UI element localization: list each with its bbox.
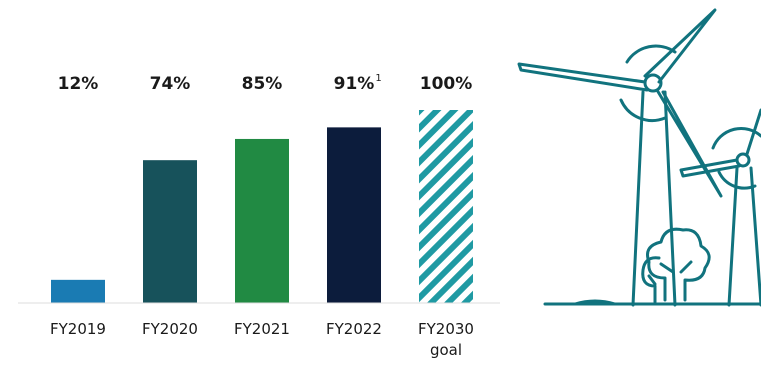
category-label: FY2019	[50, 320, 106, 338]
bar-fy2022	[327, 127, 381, 304]
value-label: 100%	[420, 74, 473, 94]
bar-fy2021	[235, 138, 289, 303]
wind-turbines-icon	[517, 8, 761, 307]
category-label: FY2022	[326, 320, 382, 338]
bar-fy2020	[143, 160, 197, 303]
bar-fy2030	[419, 110, 473, 303]
bar-chart: 12% FY2019 74% FY2020 85% FY2021 91% 1 FY2022 100…	[18, 73, 500, 359]
category-label: FY2021	[234, 320, 290, 338]
category-label: FY2030	[418, 320, 474, 338]
category-sublabel: goal	[430, 341, 462, 359]
value-label: 85%	[242, 74, 283, 94]
footnote-marker: 1	[375, 73, 381, 84]
category-label: FY2020	[142, 320, 198, 338]
value-label: 91%	[334, 74, 375, 94]
value-label: 12%	[58, 74, 99, 94]
value-label: 74%	[150, 74, 191, 94]
bar-fy2019	[51, 279, 105, 303]
